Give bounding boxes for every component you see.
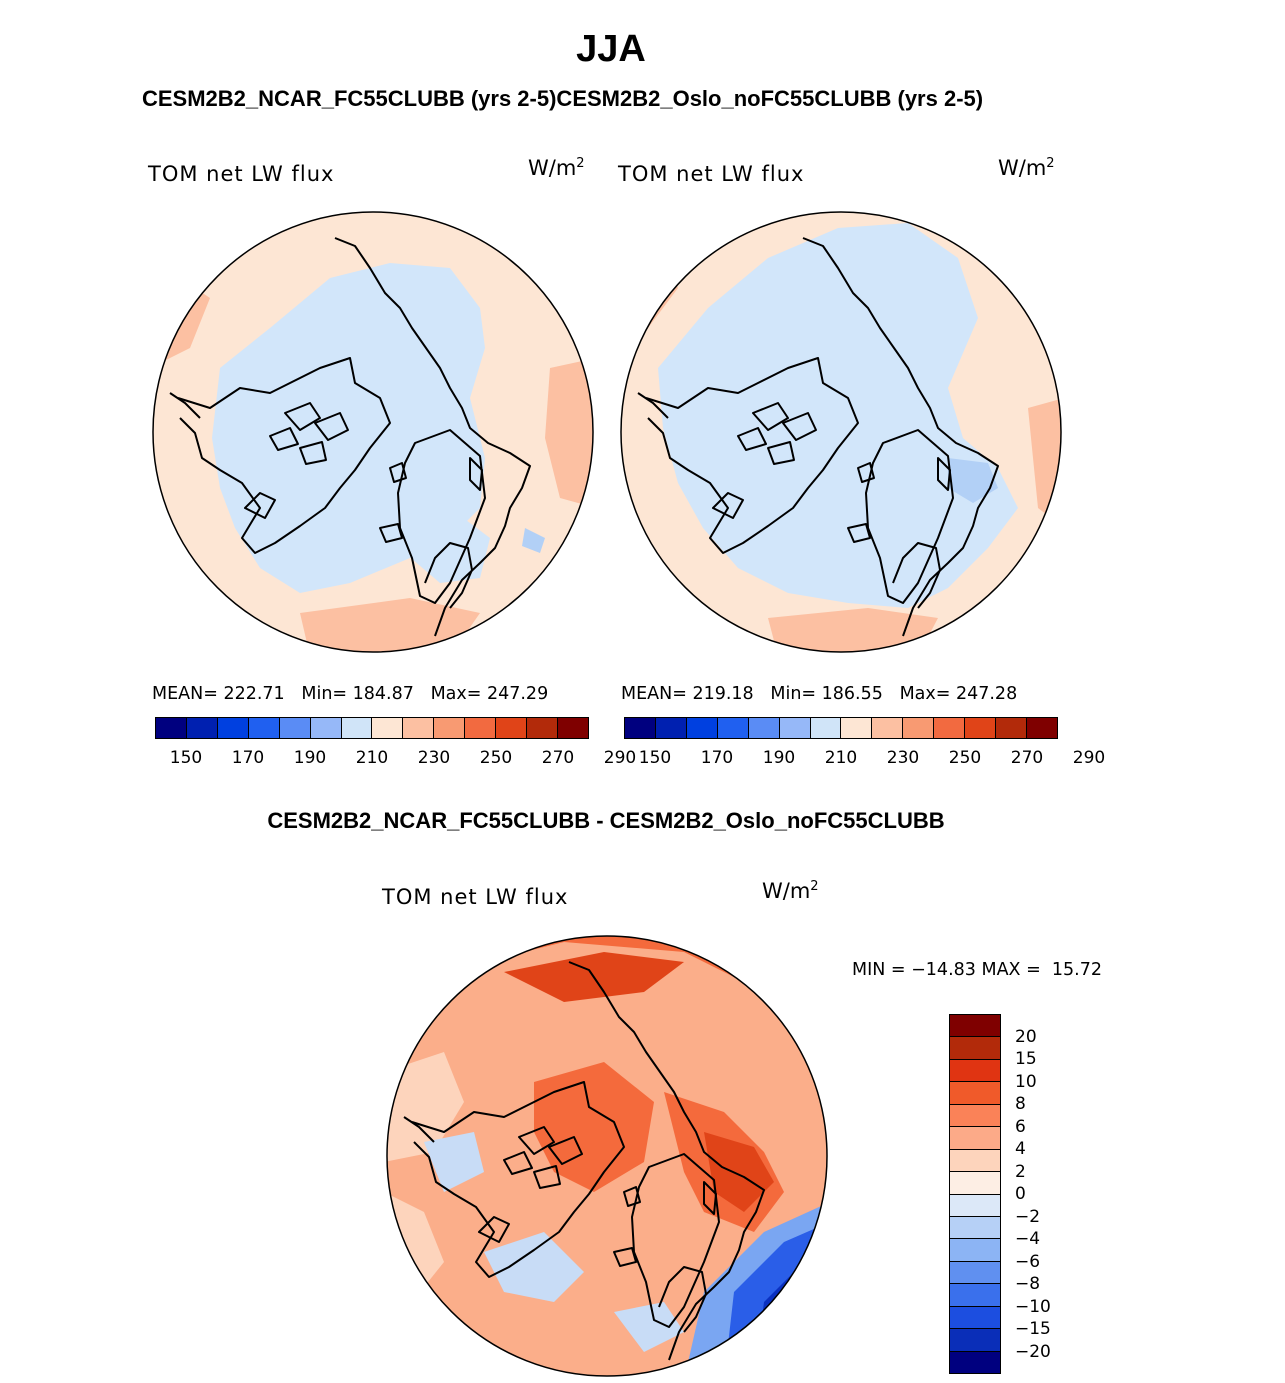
colorbar-label: 250: [948, 748, 982, 768]
diff-variable: TOM net LW flux: [382, 885, 569, 909]
diff-colorbar: [949, 1014, 1001, 1374]
colorbar-swatch: [310, 718, 342, 738]
colorbar-swatch: [496, 718, 528, 738]
colorbar-swatch: [779, 718, 811, 738]
colorbar-swatch: [950, 1351, 1000, 1373]
colorbar-label: 230: [886, 748, 920, 768]
colorbar-swatch: [810, 718, 842, 738]
colorbar-swatch: [950, 1149, 1000, 1173]
colorbar-swatch: [655, 718, 687, 738]
panel1-variable: TOM net LW flux: [148, 162, 335, 186]
colorbar-label: 150: [638, 748, 672, 768]
diff-minmax: MIN = −14.83 MAX = 15.72: [852, 960, 1102, 980]
colorbar-swatch: [950, 1059, 1000, 1083]
colorbar-swatch: [557, 718, 588, 738]
diff-unit: W/m2: [762, 879, 819, 903]
colorbar-swatch: [950, 1037, 1000, 1060]
colorbar-swatch: [965, 718, 997, 738]
colorbar-label: 8: [1015, 1094, 1026, 1114]
colorbar-label: 4: [1015, 1139, 1026, 1159]
colorbar-label: 210: [355, 748, 389, 768]
panel2-polar-map: [620, 211, 1062, 653]
colorbar-label: 0: [1015, 1184, 1026, 1204]
colorbar-swatch: [527, 718, 558, 738]
diff-colorbar-labels: 20 15 10 8 6 4 2 0 −2 −4 −6 −8 −10 −15 −20: [1015, 1014, 1075, 1374]
panel2-colorbar: [624, 717, 1058, 739]
panel2-variable: TOM net LW flux: [618, 162, 805, 186]
panel2-stats: MEAN= 219.18 Min= 186.55 Max= 247.28: [621, 684, 1018, 704]
panel1-colorbar: [155, 717, 589, 739]
colorbar-swatch: [248, 718, 280, 738]
colorbar-swatch: [156, 718, 187, 738]
colorbar-label: 270: [541, 748, 575, 768]
colorbar-swatch: [950, 1261, 1000, 1285]
colorbar-swatch: [465, 718, 497, 738]
diff-polar-map: [386, 935, 828, 1377]
colorbar-swatch: [934, 718, 966, 738]
colorbar-label: 190: [762, 748, 796, 768]
colorbar-label: 250: [479, 748, 513, 768]
colorbar-label: −2: [1015, 1206, 1041, 1227]
colorbar-label: 20: [1015, 1026, 1037, 1047]
colorbar-label: 190: [293, 748, 327, 768]
colorbar-swatch: [950, 1306, 1000, 1330]
colorbar-swatch: [950, 1216, 1000, 1240]
colorbar-swatch: [372, 718, 404, 738]
colorbar-swatch: [950, 1194, 1000, 1217]
colorbar-label: −6: [1015, 1251, 1041, 1272]
colorbar-swatch: [950, 1082, 1000, 1105]
panel1-unit: W/m2: [528, 156, 585, 180]
colorbar-swatch: [1026, 718, 1057, 738]
colorbar-label: 290: [1072, 748, 1106, 768]
colorbar-swatch: [950, 1015, 1000, 1038]
colorbar-label: −8: [1015, 1274, 1041, 1294]
panel1-polar-map: [152, 211, 594, 653]
colorbar-swatch: [686, 718, 718, 738]
colorbar-swatch: [186, 718, 218, 738]
colorbar-swatch: [217, 718, 249, 738]
colorbar-label: −15: [1015, 1319, 1051, 1339]
colorbar-swatch: [748, 718, 780, 738]
colorbar-label: −10: [1015, 1296, 1051, 1317]
colorbar-swatch: [950, 1329, 1000, 1352]
colorbar-swatch: [903, 718, 935, 738]
colorbar-swatch: [434, 718, 466, 738]
panel1-stats: MEAN= 222.71 Min= 184.87 Max= 247.29: [152, 684, 549, 704]
colorbar-swatch: [403, 718, 435, 738]
colorbar-swatch: [717, 718, 749, 738]
colorbar-swatch: [279, 718, 311, 738]
panel2-unit: W/m2: [998, 156, 1055, 180]
colorbar-swatch: [950, 1104, 1000, 1128]
colorbar-label: 170: [700, 748, 734, 768]
colorbar-label: 15: [1015, 1049, 1037, 1069]
colorbar-swatch: [950, 1172, 1000, 1195]
colorbar-swatch: [841, 718, 873, 738]
colorbar-label: 170: [231, 748, 265, 768]
cases-title: CESM2B2_NCAR_FC55CLUBB (yrs 2-5)CESM2B2_…: [142, 86, 984, 111]
diff-title: CESM2B2_NCAR_FC55CLUBB - CESM2B2_Oslo_no…: [267, 808, 945, 833]
colorbar-label: 210: [824, 748, 858, 768]
colorbar-swatch: [341, 718, 373, 738]
colorbar-label: 10: [1015, 1071, 1037, 1092]
colorbar-label: 270: [1010, 748, 1044, 768]
colorbar-swatch: [950, 1284, 1000, 1307]
colorbar-swatch: [996, 718, 1027, 738]
colorbar-swatch: [950, 1127, 1000, 1150]
colorbar-swatch: [950, 1239, 1000, 1262]
colorbar-label: −20: [1015, 1341, 1051, 1362]
colorbar-label: 6: [1015, 1116, 1026, 1137]
colorbar-label: 2: [1015, 1161, 1026, 1182]
panel2-colorbar-labels: 150 170 190 210 230 250 270 290: [624, 748, 1105, 770]
season-title: JJA: [576, 28, 646, 70]
colorbar-swatch: [872, 718, 904, 738]
colorbar-label: −4: [1015, 1229, 1041, 1249]
colorbar-swatch: [625, 718, 656, 738]
colorbar-label: 290: [603, 748, 637, 768]
colorbar-label: 230: [417, 748, 451, 768]
colorbar-label: 150: [169, 748, 203, 768]
panel1-colorbar-labels: 150 170 190 210 230 250 270 290: [155, 748, 636, 770]
